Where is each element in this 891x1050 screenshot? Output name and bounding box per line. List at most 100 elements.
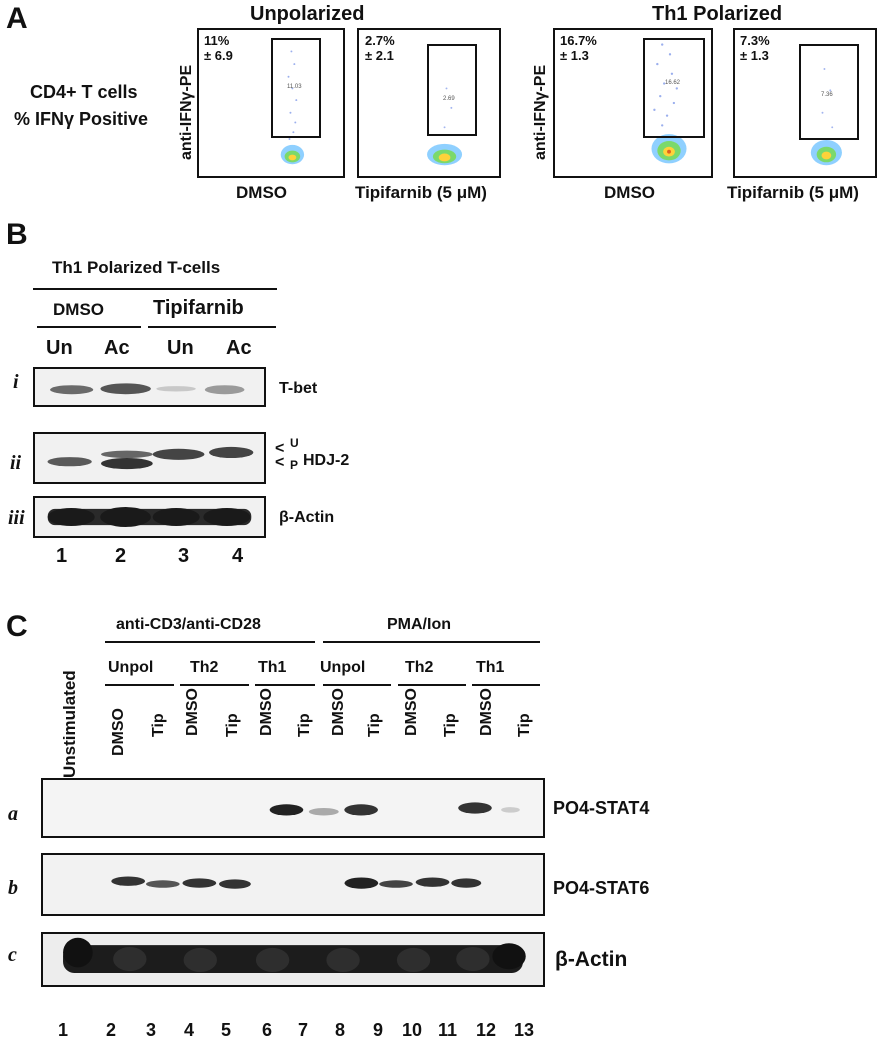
lane-treatment: Tip <box>296 713 313 737</box>
lane-treatment: Tip <box>224 713 241 737</box>
stim-group-cd3cd28: anti-CD3/anti-CD28 <box>116 616 261 633</box>
lane-number: 9 <box>373 1020 384 1040</box>
subgroup-label: Unpol <box>320 659 366 676</box>
lane-unstimulated: Unstimulated <box>60 670 79 778</box>
facs-plot-th1-tipifarnib: 7.3% ± 1.3 7.36 <box>733 28 877 178</box>
facs-x-label-dmso: DMSO <box>604 183 655 202</box>
lane-treatment: DMSO <box>184 688 201 736</box>
lane-number: 1 <box>58 1020 69 1040</box>
facs-y-axis-label: anti-IFNγ-PE <box>178 64 195 160</box>
blot-bands <box>63 937 526 973</box>
lane-treatment: Tip <box>366 713 383 737</box>
header-underline <box>33 288 277 290</box>
gate-percent: 11.03 <box>287 84 302 90</box>
subgroup-label: Th2 <box>190 659 219 676</box>
lane-treatment: Tip <box>150 713 167 737</box>
blot-row-roman: ii <box>10 452 22 474</box>
facs-sd: ± 6.9 <box>204 48 233 63</box>
facs-sd: ± 1.3 <box>740 48 769 63</box>
lane-number: 4 <box>232 545 244 567</box>
group-title-th1-polarized: Th1 Polarized <box>652 3 783 25</box>
blot-po4-stat6 <box>41 853 545 916</box>
tipifarnib-underline <box>148 326 276 328</box>
facs-plot-unpol-dmso: 11% ± 6.9 11.03 <box>197 28 345 178</box>
blot-row-letter: b <box>8 877 18 899</box>
dmso-underline <box>37 326 141 328</box>
lane-number: 12 <box>476 1020 497 1040</box>
facs-plot-unpol-tipifarnib: 2.7% ± 2.1 2.69 <box>357 28 501 178</box>
hdj2-upper-arrow: < <box>275 440 285 457</box>
facs-x-label-tipifarnib: Tipifarnib (5 μM) <box>727 183 859 202</box>
panel-a-row-label-2: % IFNγ Positive <box>14 109 149 129</box>
blot-bands <box>50 383 245 395</box>
group-title-unpolarized: Unpolarized <box>250 3 365 25</box>
lane-treatment: Tip <box>442 713 459 737</box>
blot-hdj2 <box>33 432 266 484</box>
blot-bands <box>269 802 520 816</box>
blot-row-letter: a <box>8 803 18 825</box>
subgroup-underline <box>472 684 540 686</box>
hdj2-upper-marker: U <box>290 436 299 450</box>
blot-row-letter: c <box>8 944 17 966</box>
facs-dots <box>651 43 687 164</box>
panel-c-letter: C <box>6 610 28 643</box>
subgroup-label: Th2 <box>405 659 434 676</box>
lane-number: 6 <box>262 1020 273 1040</box>
blot-bactin-c <box>41 932 545 987</box>
blot-label-stat4: PO4-STAT4 <box>553 798 650 818</box>
lane-treatment: Tip <box>516 713 533 737</box>
blot-label-tbet: T-bet <box>279 380 318 397</box>
lane-number: 10 <box>402 1020 423 1040</box>
facs-sd: ± 1.3 <box>560 48 589 63</box>
facs-gate: 7.36 <box>799 44 859 140</box>
stim-underline <box>323 641 540 643</box>
blot-label-bactin-c: β-Actin <box>555 948 628 971</box>
blot-bands <box>47 446 254 470</box>
lane-treatment: DMSO <box>478 688 495 736</box>
subgroup-underline <box>255 684 315 686</box>
subgroup-underline <box>398 684 466 686</box>
facs-percent: 16.7% <box>560 33 597 48</box>
subgroup-underline <box>105 684 174 686</box>
lane-number: 3 <box>178 545 190 567</box>
subgroup-label: Th1 <box>258 659 287 676</box>
lane-treatment: DMSO <box>330 688 347 736</box>
panel-a-row-label-1: CD4+ T cells <box>30 82 138 102</box>
hdj2-lower-marker: P <box>290 458 299 472</box>
panel-b-header: Th1 Polarized T-cells <box>52 258 221 277</box>
lane-number: 8 <box>335 1020 346 1040</box>
blot-tbet <box>33 367 266 407</box>
gate-percent: 2.69 <box>443 96 455 102</box>
subgroup-underline <box>323 684 391 686</box>
blot-bands <box>111 876 482 889</box>
blot-label-stat6: PO4-STAT6 <box>553 878 650 898</box>
lane-number: 2 <box>106 1020 117 1040</box>
facs-sd: ± 2.1 <box>365 48 394 63</box>
lane-number: 4 <box>184 1020 195 1040</box>
lane-label: Ac <box>226 337 252 359</box>
stim-group-pma-ion: PMA/Ion <box>387 616 451 633</box>
lane-label: Un <box>46 337 73 359</box>
lane-number: 11 <box>438 1020 458 1040</box>
facs-x-label-tipifarnib: Tipifarnib (5 μM) <box>355 183 487 202</box>
lane-number: 5 <box>221 1020 232 1040</box>
lane-label: Un <box>167 337 194 359</box>
blot-row-roman: i <box>13 371 19 393</box>
facs-percent: 7.3% <box>740 33 770 48</box>
treatment-tipifarnib: Tipifarnib <box>153 297 244 319</box>
treatment-dmso: DMSO <box>53 300 104 319</box>
lane-treatment: DMSO <box>258 688 275 736</box>
facs-gate: 11.03 <box>271 38 321 138</box>
blot-po4-stat4 <box>41 778 545 838</box>
facs-dots <box>810 68 842 166</box>
lane-number: 1 <box>56 545 68 567</box>
blot-label-hdj2: HDJ-2 <box>303 452 350 469</box>
facs-gate: 16.62 <box>643 38 705 138</box>
lane-number: 3 <box>146 1020 157 1040</box>
lane-number: 13 <box>514 1020 535 1040</box>
subgroup-underline <box>180 684 249 686</box>
lane-treatment: DMSO <box>110 708 127 756</box>
subgroup-label: Th1 <box>476 659 505 676</box>
lane-treatment: DMSO <box>403 688 420 736</box>
